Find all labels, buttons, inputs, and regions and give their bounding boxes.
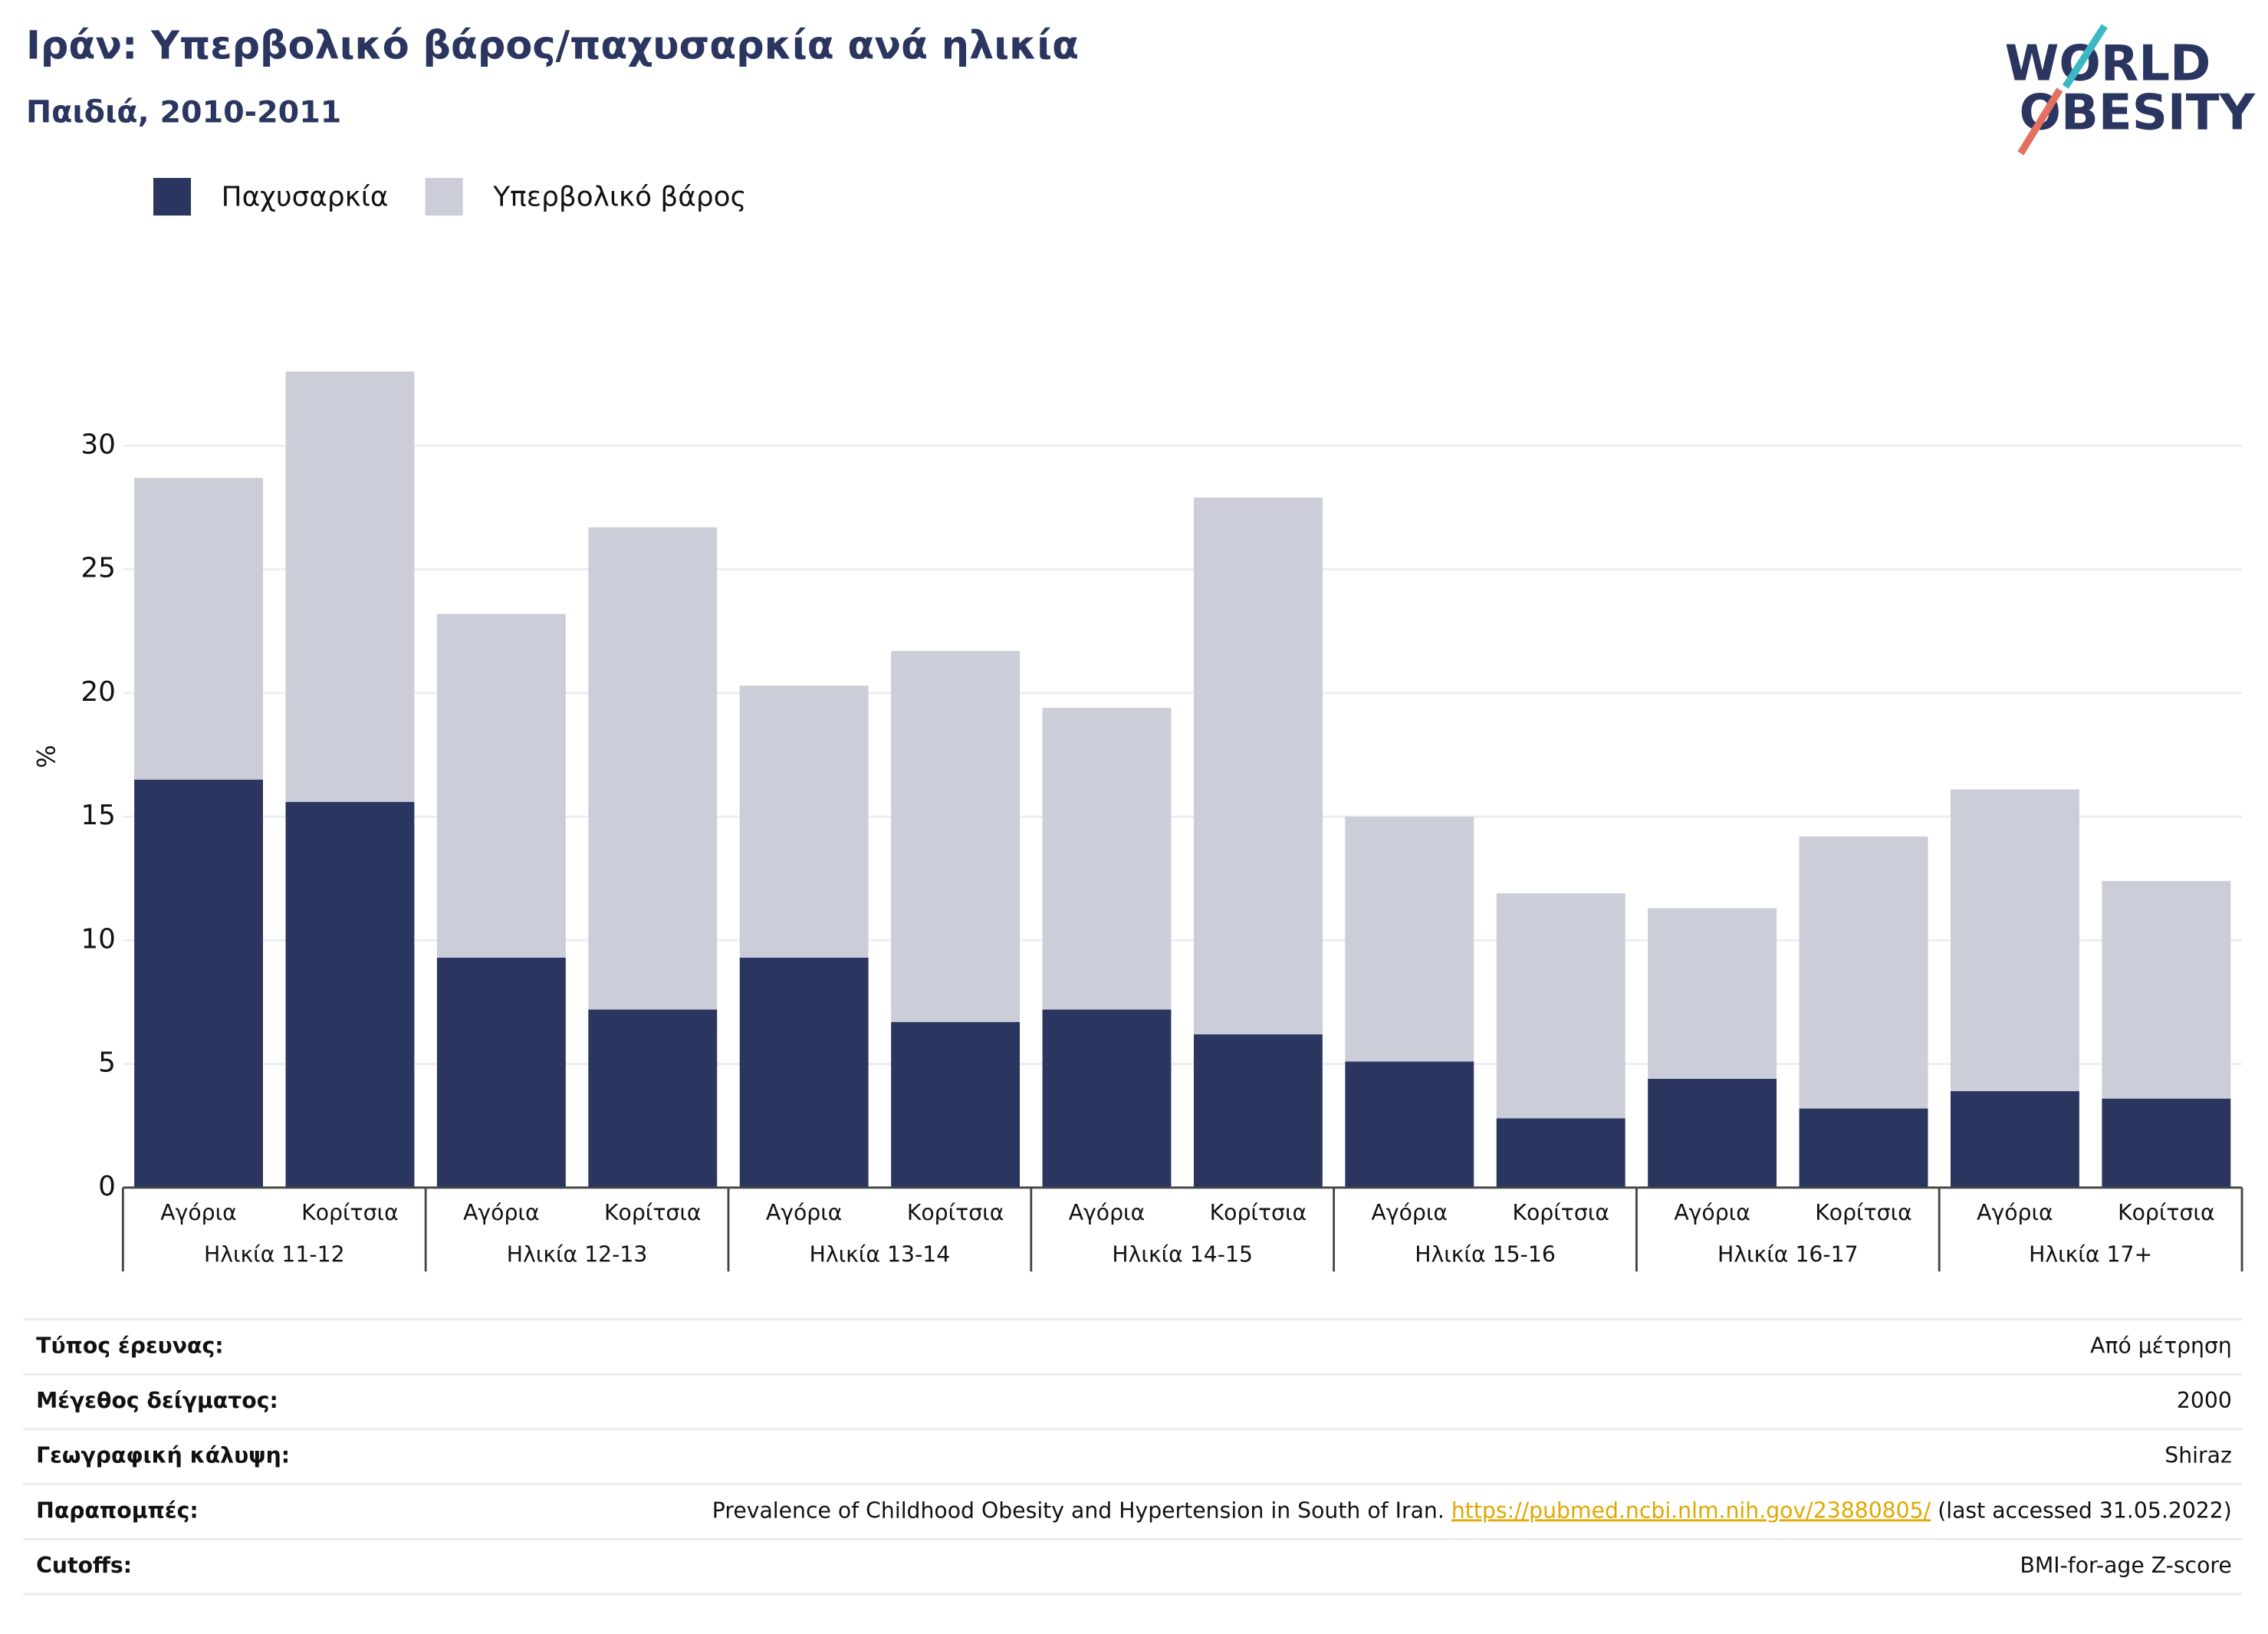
bar: [1042, 1009, 1172, 1188]
group-label: Ηλικία 16-17: [1717, 1241, 1859, 1267]
value-text: Shiraz: [2164, 1443, 2232, 1468]
row-label: Παραπομπές:: [36, 1498, 199, 1523]
row-value: Shiraz: [2164, 1443, 2232, 1468]
group-label: Ηλικία 15-16: [1415, 1241, 1556, 1267]
bar: [285, 801, 415, 1188]
logo-text: WORLD: [2005, 35, 2211, 92]
group-label: Ηλικία 13-14: [810, 1241, 951, 1267]
logo-slash: [2062, 24, 2108, 89]
bar: [1648, 908, 1777, 1079]
y-tick-label: 0: [98, 1171, 116, 1202]
x-tick-label: Αγόρια: [1977, 1200, 2053, 1225]
bar: [1193, 1034, 1323, 1188]
y-tick-label: 10: [81, 923, 116, 955]
value-text: BMI-for-age Z-score: [2020, 1553, 2231, 1578]
bar: [1345, 817, 1474, 1062]
bar: [134, 478, 264, 780]
bar: [436, 957, 566, 1188]
reference-link[interactable]: https://pubmed.ncbi.nlm.nih.gov/23880805…: [1451, 1498, 1931, 1523]
x-tick-label: Αγόρια: [1372, 1200, 1448, 1225]
group-label: Ηλικία 12-13: [507, 1241, 648, 1267]
x-tick-label: Κορίτσια: [2118, 1200, 2215, 1225]
bar: [739, 957, 869, 1188]
x-tick-label: Κορίτσια: [301, 1200, 399, 1225]
bar: [588, 1009, 718, 1188]
x-tick-label: Αγόρια: [766, 1200, 843, 1225]
group-label: Ηλικία 14-15: [1112, 1241, 1253, 1267]
x-tick-label: Αγόρια: [1674, 1200, 1750, 1225]
bar: [1345, 1061, 1474, 1188]
bar: [1193, 498, 1323, 1034]
y-tick-label: 5: [98, 1047, 116, 1079]
group-label: Ηλικία 17+: [2029, 1241, 2152, 1267]
x-tick-label: Αγόρια: [1069, 1200, 1146, 1225]
bar: [1950, 789, 2079, 1092]
y-tick-label: 15: [81, 800, 116, 831]
y-tick-label: 30: [81, 429, 116, 460]
legend-label: Υπερβολικό βάρος: [492, 181, 746, 212]
row-value: Από μέτρηση: [2090, 1333, 2232, 1358]
chart-subtitle: Παιδιά, 2010-2011: [26, 95, 341, 130]
bar: [891, 650, 1021, 1022]
bar: [1799, 1108, 1928, 1188]
x-tick-label: Κορίτσια: [1815, 1200, 1912, 1225]
row-label: Μέγεθος δείγματος:: [36, 1388, 278, 1413]
bar: [1042, 708, 1172, 1010]
x-tick-label: Αγόρια: [463, 1200, 540, 1225]
row-label: Γεωγραφική κάλυψη:: [36, 1443, 290, 1468]
bar: [739, 685, 869, 958]
row-label: Cutoffs:: [36, 1553, 132, 1578]
value-text: (last accessed 31.05.2022): [1931, 1498, 2232, 1523]
legend-swatch: [153, 178, 192, 216]
bar: [588, 527, 718, 1010]
legend-swatch: [425, 178, 463, 216]
bar: [891, 1021, 1021, 1188]
x-tick-label: Κορίτσια: [907, 1200, 1004, 1225]
row-label: Τύπος έρευνας:: [36, 1333, 223, 1358]
bar: [1496, 893, 1625, 1119]
y-tick-label: 25: [81, 553, 116, 584]
bar: [1648, 1078, 1777, 1188]
y-axis-label: %: [31, 745, 61, 768]
row-value: 2000: [2177, 1388, 2232, 1413]
logo-slash: [2017, 87, 2063, 156]
row-value: BMI-for-age Z-score: [2020, 1553, 2231, 1578]
x-tick-label: Κορίτσια: [604, 1200, 702, 1225]
row-value: Prevalence of Childhood Obesity and Hype…: [712, 1498, 2232, 1523]
bar: [2102, 1098, 2231, 1188]
x-tick-label: Αγόρια: [160, 1200, 237, 1225]
chart-title: Ιράν: Υπερβολικό βάρος/παχυσαρκία ανά ηλ…: [26, 23, 1079, 68]
bar: [134, 779, 264, 1188]
bar: [1496, 1118, 1625, 1188]
bar: [1950, 1091, 2079, 1188]
bar: [285, 371, 415, 802]
logo: WORLD OBESITY: [2005, 24, 2256, 156]
group-label: Ηλικία 11-12: [204, 1241, 345, 1267]
value-text: Από μέτρηση: [2090, 1333, 2232, 1358]
bar: [1799, 836, 1928, 1109]
value-text: 2000: [2177, 1388, 2232, 1413]
bar: [436, 613, 566, 958]
legend-label: Παχυσαρκία: [222, 181, 389, 212]
y-tick-label: 20: [81, 676, 116, 708]
bar: [2102, 880, 2231, 1099]
x-tick-label: Κορίτσια: [1512, 1200, 1609, 1225]
value-text: Prevalence of Childhood Obesity and Hype…: [712, 1498, 1451, 1523]
x-tick-label: Κορίτσια: [1210, 1200, 1307, 1225]
